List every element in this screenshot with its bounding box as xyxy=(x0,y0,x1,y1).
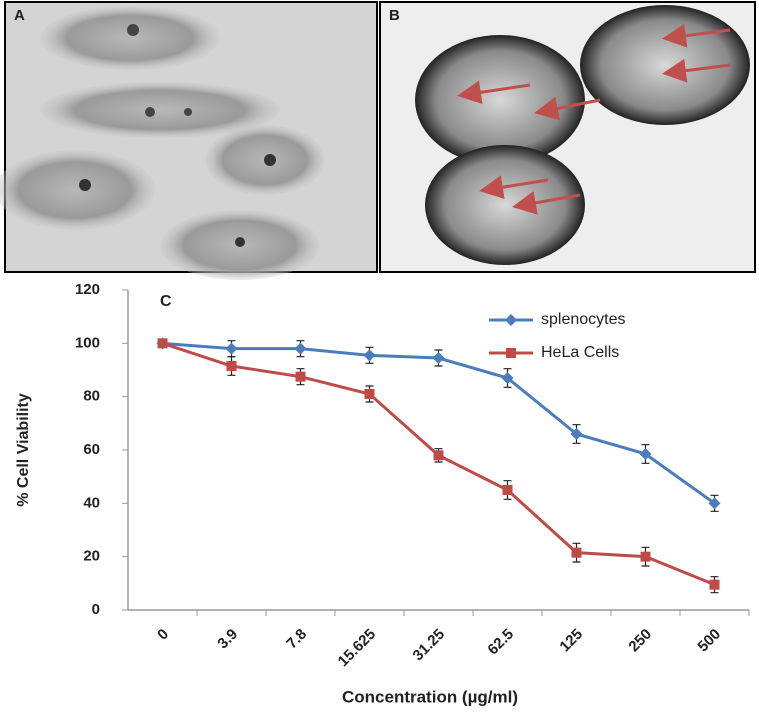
chart-title: C xyxy=(160,293,172,310)
micrograph-a xyxy=(0,1,378,280)
y-tick-label: 40 xyxy=(83,494,100,511)
y-tick-label: 120 xyxy=(75,281,100,298)
y-tick-label: 20 xyxy=(83,548,100,565)
x-tick-label: 62.5 xyxy=(484,626,517,659)
data-point xyxy=(501,372,514,384)
x-tick-label: 250 xyxy=(625,626,655,656)
y-tick-label: 60 xyxy=(83,441,100,458)
data-point xyxy=(295,371,306,382)
x-tick-label: 7.8 xyxy=(283,626,310,653)
y-tick-label: 100 xyxy=(75,334,100,351)
legend-label: splenocytes xyxy=(541,311,626,328)
y-tick-label: 0 xyxy=(92,601,100,618)
legend-label: HeLa Cells xyxy=(541,344,619,361)
data-point xyxy=(363,349,376,362)
y-tick-label: 80 xyxy=(83,388,100,405)
data-point xyxy=(709,579,720,590)
data-point xyxy=(639,448,652,460)
series-line xyxy=(162,341,716,587)
data-point xyxy=(505,314,517,326)
data-point xyxy=(364,389,375,399)
x-tick-label: 500 xyxy=(694,626,724,656)
data-point xyxy=(640,551,651,562)
data-point xyxy=(157,338,168,349)
x-tick-label: 3.9 xyxy=(214,626,241,653)
data-point xyxy=(226,361,237,371)
data-point xyxy=(294,342,307,355)
x-tick-label: 15.625 xyxy=(335,626,379,670)
panel-label: A xyxy=(14,7,25,24)
x-tick-label: 0 xyxy=(154,626,172,644)
data-point xyxy=(570,428,583,440)
data-point xyxy=(432,352,445,364)
data-point xyxy=(433,450,444,461)
data-point xyxy=(571,547,582,558)
micrograph-b xyxy=(379,1,756,273)
data-point xyxy=(708,497,721,510)
x-axis-label: Concentration (µg/ml) xyxy=(342,687,518,706)
panel-label: B xyxy=(389,7,400,24)
y-axis-label: % Cell Viability xyxy=(15,393,32,507)
x-tick-label: 31.25 xyxy=(410,626,449,665)
data-point xyxy=(225,342,238,355)
data-point xyxy=(502,485,513,495)
x-tick-label: 125 xyxy=(556,626,586,656)
data-point xyxy=(506,348,516,358)
